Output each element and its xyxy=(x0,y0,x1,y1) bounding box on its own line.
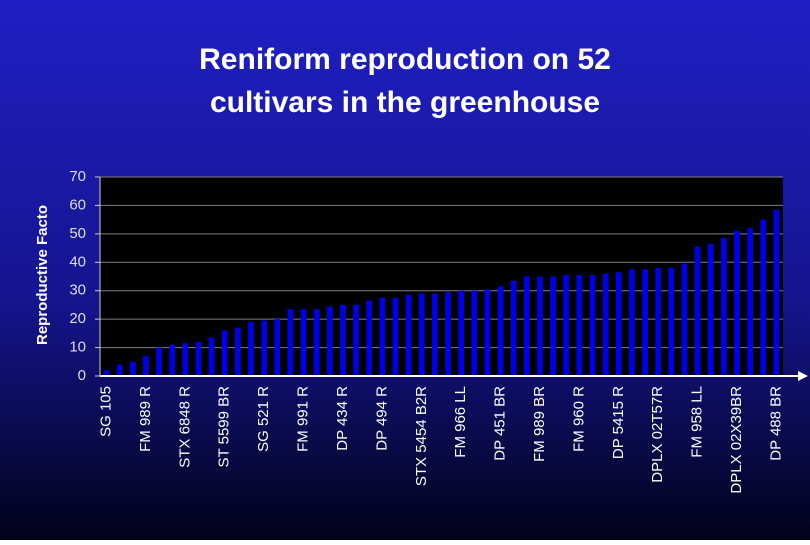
bar xyxy=(261,320,268,376)
bar xyxy=(103,370,110,376)
bar xyxy=(418,293,425,376)
y-tick-label: 40 xyxy=(69,253,86,270)
bar xyxy=(221,330,228,376)
bar xyxy=(642,269,648,376)
x-tick-label: ST 5599 BR xyxy=(216,386,233,468)
x-tick-label: DP 488 BR xyxy=(767,386,784,461)
y-tick-label: 30 xyxy=(69,282,86,299)
bar xyxy=(116,364,123,376)
bar xyxy=(523,276,530,376)
bar xyxy=(248,321,254,376)
bar xyxy=(458,290,465,376)
bar xyxy=(629,269,635,376)
bar xyxy=(169,344,176,376)
bar xyxy=(734,231,740,376)
x-tick-label: DP 451 BR xyxy=(492,386,509,461)
x-tick-label: FM 991 R xyxy=(295,386,312,452)
bar xyxy=(208,337,215,376)
x-tick-label: DP 434 R xyxy=(334,386,351,451)
x-tick-label: FM 958 LL xyxy=(689,386,706,458)
y-axis-label: Reproductive Facto xyxy=(34,205,51,345)
x-tick-label: DPLX 02X39BR xyxy=(728,386,745,494)
chart-title: cultivars in the greenhouse xyxy=(210,86,600,119)
bar xyxy=(537,276,543,376)
bar xyxy=(235,327,241,376)
y-tick-label: 60 xyxy=(69,196,86,213)
bar xyxy=(510,280,517,376)
bar xyxy=(300,309,307,376)
bar xyxy=(550,276,557,376)
bar xyxy=(156,347,162,376)
bar xyxy=(615,272,622,376)
bar xyxy=(589,275,596,376)
bar xyxy=(747,228,754,376)
y-tick-label: 50 xyxy=(69,225,86,242)
bar xyxy=(182,343,189,376)
bar xyxy=(353,304,360,376)
bar xyxy=(563,275,570,376)
bar xyxy=(602,273,609,376)
bar xyxy=(143,356,149,376)
y-tick-label: 0 xyxy=(78,367,86,384)
bar xyxy=(681,263,688,376)
plot-area xyxy=(100,177,783,376)
x-axis-arrow xyxy=(798,371,808,381)
bar xyxy=(379,297,386,376)
bar xyxy=(287,309,294,376)
bar xyxy=(773,209,780,376)
x-tick-label: FM 989 BR xyxy=(531,386,548,462)
bar xyxy=(694,246,701,376)
bar xyxy=(497,286,504,376)
bar xyxy=(707,243,714,376)
bar xyxy=(471,290,478,376)
bar xyxy=(484,289,491,376)
y-tick-label: 20 xyxy=(69,310,86,327)
bar xyxy=(445,292,451,376)
bar xyxy=(405,294,412,376)
bar xyxy=(576,275,583,376)
bar xyxy=(313,309,320,376)
bar xyxy=(721,238,727,376)
x-tick-label: DP 5415 R xyxy=(610,386,627,459)
bar xyxy=(340,304,346,376)
bar xyxy=(432,293,438,376)
bar xyxy=(195,341,202,376)
x-tick-label: STX 6848 R xyxy=(176,386,193,468)
y-tick-label: 10 xyxy=(69,339,86,356)
bar xyxy=(668,267,675,376)
x-tick-label: STX 5454 B2R xyxy=(413,386,430,486)
x-tick-label: FM 960 R xyxy=(570,386,587,452)
bar xyxy=(326,306,333,376)
x-tick-label: DP 494 R xyxy=(373,386,390,451)
bar xyxy=(366,300,373,376)
bar xyxy=(760,219,767,376)
y-tick-label: 70 xyxy=(69,168,86,185)
bar xyxy=(655,267,662,376)
x-tick-label: FM 989 R xyxy=(137,386,154,452)
bar xyxy=(392,297,399,376)
x-tick-label: SG 105 xyxy=(98,386,115,437)
bars xyxy=(103,209,780,376)
x-tick-label: FM 966 LL xyxy=(452,386,469,458)
bar xyxy=(129,361,136,376)
x-tick-label: SG 521 R xyxy=(255,386,272,452)
chart-title: Reniform reproduction on 52 xyxy=(199,43,611,76)
x-tick-label: DPLX 02T57R xyxy=(649,386,666,483)
bar xyxy=(274,319,281,376)
